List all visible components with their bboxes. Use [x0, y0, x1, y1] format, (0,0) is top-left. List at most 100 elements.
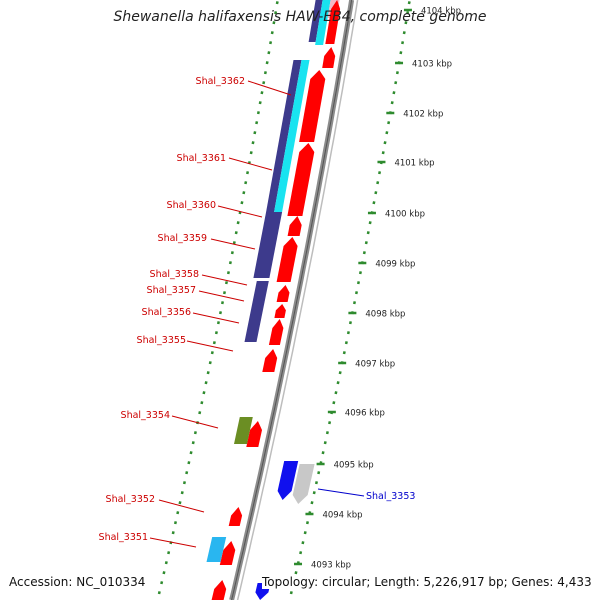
cds-arrow [211, 580, 227, 600]
gene-label: Shal_3362 [196, 76, 245, 87]
inner-track-dot [272, 21, 276, 25]
axis-layer [229, 0, 359, 600]
inner-track-dot [180, 491, 184, 495]
scale-tick-label: 4099 kbp [375, 260, 415, 270]
match-segment [315, 0, 331, 45]
outer-track-dot [338, 371, 342, 375]
outer-track-dot [352, 301, 357, 305]
inner-track-dot [249, 151, 253, 155]
gene-label: Shal_3358 [150, 269, 199, 280]
outer-track-dot [362, 251, 366, 255]
backbone-axis-core [231, 0, 353, 600]
gene-label: Shal_3354 [121, 410, 170, 421]
inner-track-dot [255, 121, 259, 125]
outer-track-dot [332, 401, 336, 405]
gene-label-leader [149, 537, 197, 548]
outer-track-dot [348, 321, 352, 325]
inner-track-dot [275, 1, 279, 5]
outer-track-dot [401, 41, 405, 45]
cds-arrow [277, 461, 299, 500]
gene-label: Shal_3356 [142, 307, 191, 318]
outer-track-dot [294, 571, 298, 575]
outer-track-dot [407, 1, 411, 5]
outer-track-dot [378, 171, 382, 175]
inner-track-dot [191, 441, 195, 445]
accession-text: Accession: NC_010334 [9, 575, 146, 589]
scale-tick-label: 4093 kbp [311, 561, 351, 571]
inner-track-dot [228, 261, 232, 265]
outer-track-dot [376, 181, 380, 185]
outer-track-dot [299, 551, 303, 555]
outer-track-dot [305, 521, 309, 525]
gene-label-leader [228, 157, 273, 171]
inner-track-dot [230, 251, 234, 255]
match-segment [308, 0, 323, 42]
inner-track-dot [216, 321, 220, 325]
cds-arrow [219, 541, 236, 565]
outer-track-dot [323, 441, 327, 445]
inner-track-dot [206, 371, 210, 375]
outer-track-dot [354, 291, 359, 295]
inner-track-dot [260, 91, 264, 95]
inner-track-dot [262, 81, 266, 85]
match-segment [253, 212, 283, 278]
outer-track-dot [383, 141, 387, 145]
inner-track-dot [202, 391, 206, 395]
cds-arrow [322, 47, 336, 68]
cds-arrow [292, 464, 315, 504]
outer-track-dot [395, 71, 399, 75]
cds-arrow [246, 421, 262, 447]
inner-track-dot [157, 591, 161, 595]
outer-track-dot [402, 31, 406, 35]
inner-track-dot [234, 231, 238, 235]
match-segment [274, 60, 310, 212]
outer-track-dot [325, 431, 329, 435]
scale-tick-label: 4095 kbp [334, 461, 374, 471]
inner-track-dot [204, 381, 208, 385]
scale-tick-label: 4096 kbp [345, 409, 385, 419]
outer-track-dot [399, 51, 403, 55]
outer-track-dot [310, 501, 314, 505]
inner-track-dot [267, 51, 271, 55]
outer-track-dot [321, 451, 325, 455]
gene-label-leader [171, 415, 219, 429]
inner-track-dot [226, 271, 230, 275]
gene-label-leader [198, 290, 245, 302]
cds-arrow [228, 507, 243, 526]
inner-track-dot [198, 411, 202, 415]
inner-track-dot [251, 141, 255, 145]
inner-track-dot [176, 511, 180, 515]
cds-arrow [287, 216, 302, 236]
outer-track-dot [344, 341, 348, 345]
inner-track-dot [270, 31, 274, 35]
outer-track-dot [358, 271, 362, 275]
outer-track-dot [404, 21, 408, 25]
outer-track-dot [374, 191, 378, 195]
inner-track-dot [162, 571, 166, 575]
outer-track-dot [387, 121, 391, 125]
inner-track-dot [253, 131, 257, 135]
inner-track-dot [244, 181, 248, 185]
map-title: Shewanella halifaxensis HAW-EB4, complet… [113, 9, 487, 25]
cds-block [234, 417, 253, 444]
inner-track-dot [173, 521, 177, 525]
inner-track-dot [232, 241, 236, 245]
outer-track-dot [390, 101, 394, 105]
inner-track-dot [222, 291, 227, 295]
outer-track-dot [356, 281, 360, 285]
gene-label-leader [186, 340, 234, 352]
cds-arrow [262, 349, 278, 372]
cds-block [206, 537, 227, 562]
outer-track-dot [346, 331, 350, 335]
gene-label-leader [217, 205, 263, 218]
scale-tick-label: 4104 kbp [421, 7, 461, 17]
inner-track-dot [208, 361, 212, 365]
inner-track-dot [224, 281, 228, 285]
inner-track-dot [182, 481, 186, 485]
gene-label-leader [317, 488, 365, 497]
tick-layer: 4104 kbp 4103 kbp 4102 kbp 4101 kbp 4100 kbp… [157, 1, 461, 595]
outer-track-dot [364, 241, 368, 245]
outer-track-dot [385, 131, 389, 135]
gene-label: Shal_3359 [158, 233, 207, 244]
cds-arrow [276, 237, 298, 282]
